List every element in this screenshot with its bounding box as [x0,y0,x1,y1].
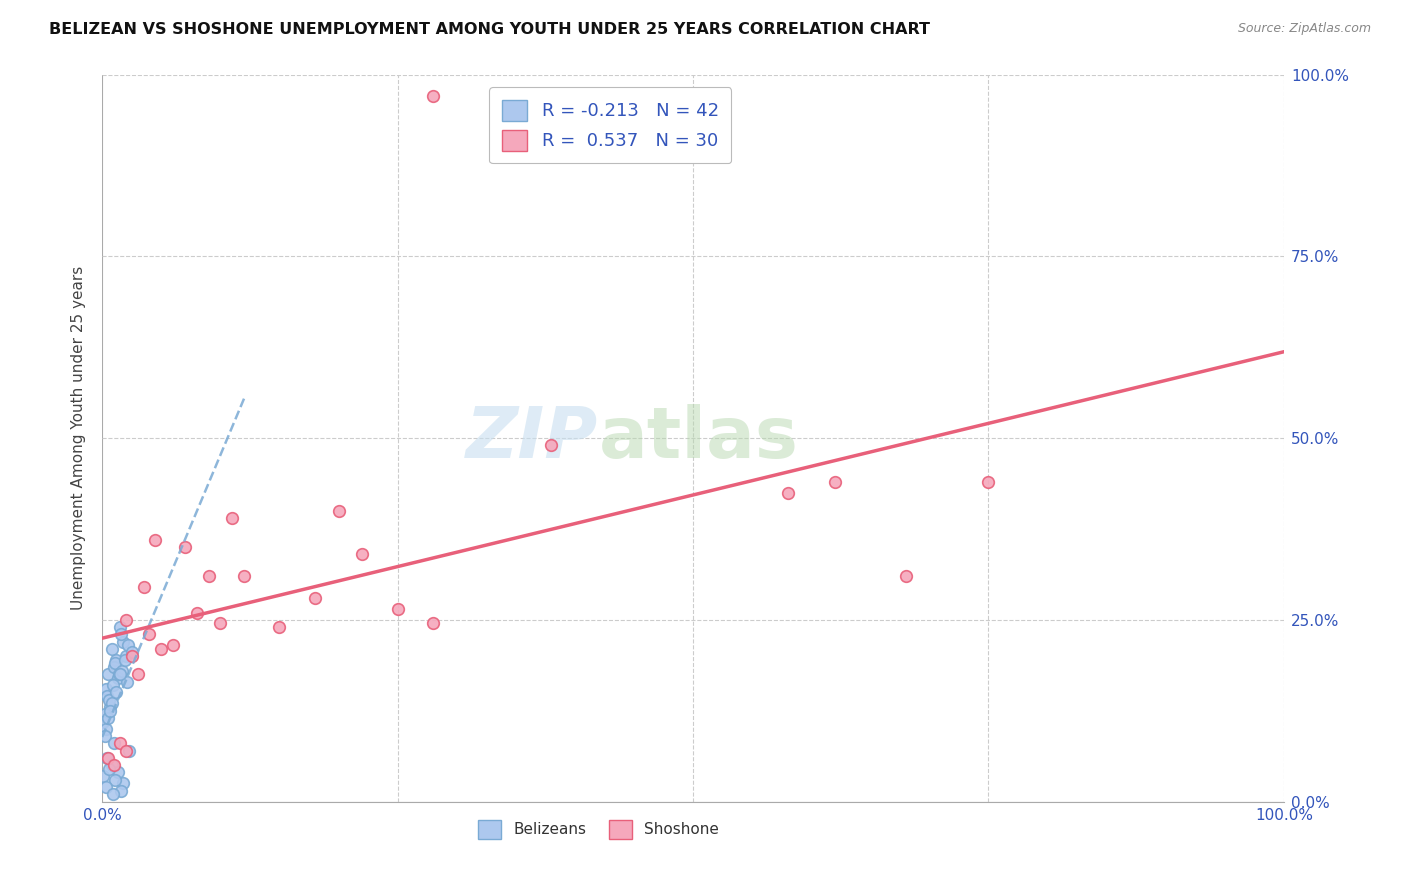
Point [104,657,127,671]
Point [103,660,125,674]
Point [118,744,141,758]
Point [150,641,173,656]
Point [269,620,291,634]
Point [94,780,117,794]
Point [107,765,129,780]
Point [110,783,132,797]
Point [103,758,125,772]
Point [422,89,444,103]
Point [115,674,138,689]
Point [174,540,197,554]
Point [101,678,124,692]
Point [100,641,122,656]
Point [97,751,120,765]
Point [115,613,138,627]
Point [138,627,160,641]
Point [304,591,326,605]
Point [108,620,131,634]
Point [121,645,143,659]
Point [121,649,143,664]
Point [110,627,132,641]
Point [98,762,121,776]
Point [352,547,374,561]
Point [776,485,799,500]
Point [162,638,184,652]
Point [100,758,122,772]
Point [104,772,127,787]
Text: Source: ZipAtlas.com: Source: ZipAtlas.com [1237,22,1371,36]
Point [233,569,256,583]
Point [105,685,128,699]
Point [114,653,136,667]
Point [117,638,139,652]
Point [145,533,167,547]
Point [94,722,117,736]
Point [97,711,120,725]
Point [127,667,149,681]
Legend: R = -0.213   N = 42, R =  0.537   N = 30: R = -0.213 N = 42, R = 0.537 N = 30 [489,87,731,163]
Point [132,580,155,594]
Point [112,634,135,648]
Point [112,776,135,790]
Point [422,616,444,631]
Point [328,504,350,518]
Point [100,700,122,714]
Point [186,606,208,620]
Point [93,769,115,783]
Point [115,649,138,664]
Point [107,667,129,681]
Point [107,671,129,685]
Point [98,692,121,706]
Point [96,751,118,765]
Point [209,616,232,631]
Point [108,736,131,750]
Point [94,681,117,696]
Point [111,664,134,678]
Point [824,475,846,489]
Point [103,736,125,750]
Point [93,729,115,743]
Point [108,667,131,681]
Point [105,653,128,667]
Point [197,569,219,583]
Point [977,475,1000,489]
Text: ZIP: ZIP [467,403,599,473]
Point [100,697,122,711]
Point [221,511,243,525]
Y-axis label: Unemployment Among Youth under 25 years: Unemployment Among Youth under 25 years [72,266,86,610]
Point [115,744,138,758]
Point [894,569,917,583]
Point [93,707,115,722]
Point [101,787,124,801]
Point [93,714,115,729]
Text: atlas: atlas [599,403,799,473]
Point [540,438,562,452]
Point [100,704,122,718]
Text: BELIZEAN VS SHOSHONE UNEMPLOYMENT AMONG YOUTH UNDER 25 YEARS CORRELATION CHART: BELIZEAN VS SHOSHONE UNEMPLOYMENT AMONG … [49,22,931,37]
Point [96,689,118,703]
Point [97,667,120,681]
Point [387,602,409,616]
